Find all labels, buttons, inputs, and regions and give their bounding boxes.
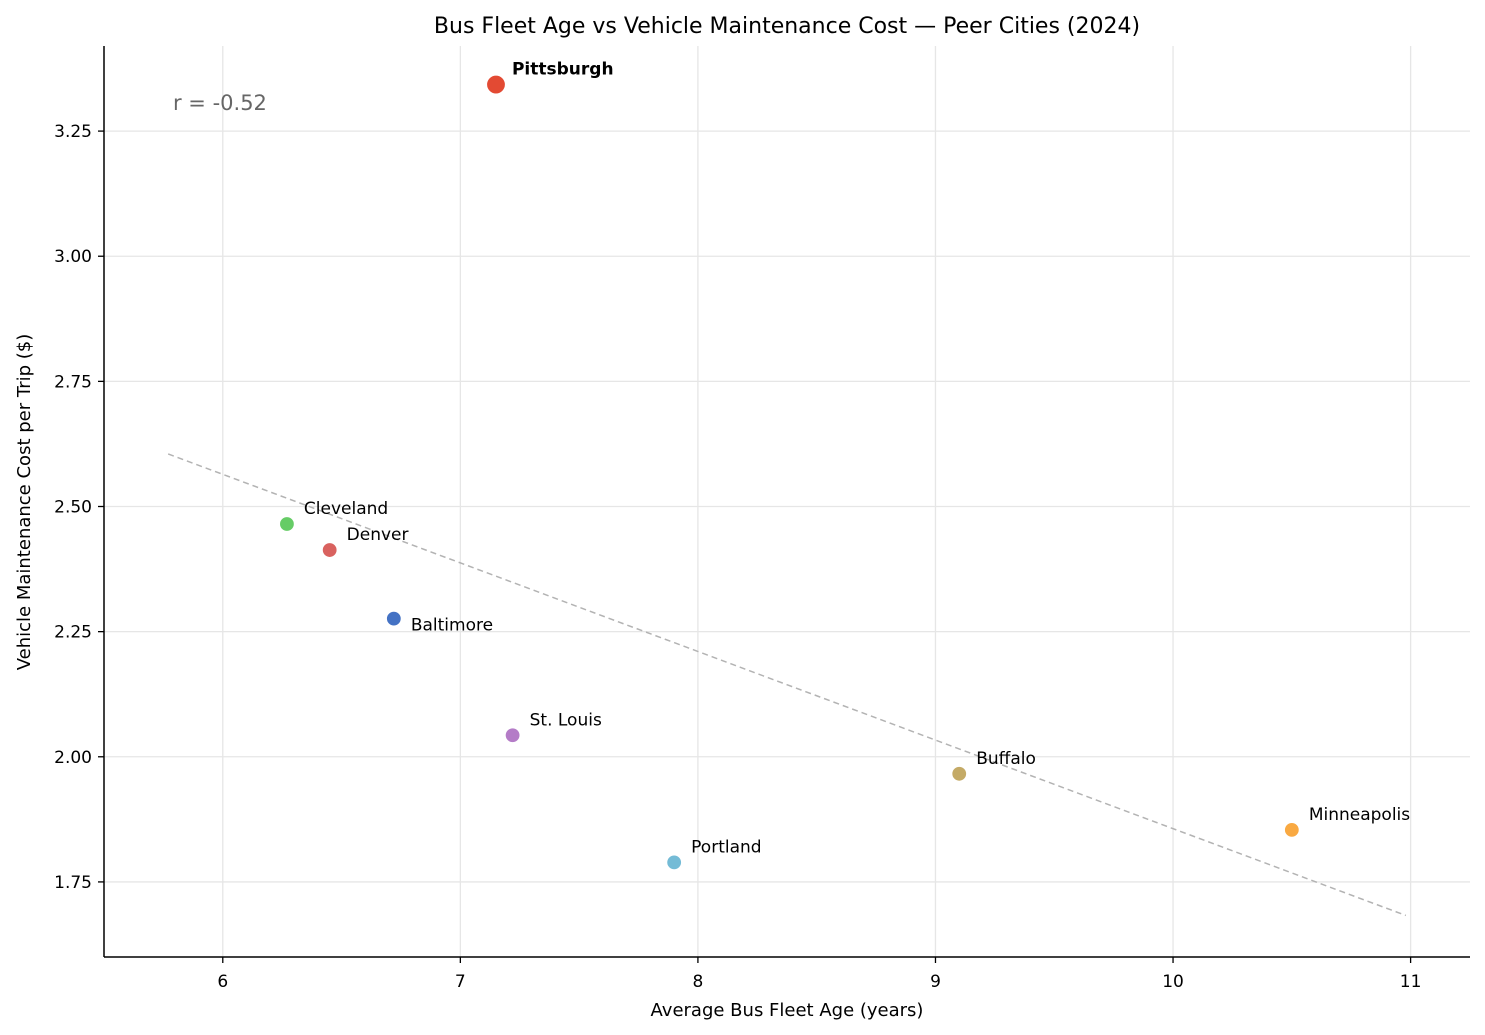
point-buffalo <box>951 765 968 782</box>
axes <box>103 46 1470 958</box>
x-tick-label: 6 <box>217 972 228 992</box>
point-labels: Pittsburgh Cleveland Denver Baltimore St. Lo… <box>304 60 1410 858</box>
y-tick-label: 2.50 <box>54 498 92 518</box>
point-pittsburgh <box>485 74 507 95</box>
y-tick-label: 1.75 <box>54 873 92 893</box>
y-tick-label: 2.00 <box>54 748 92 768</box>
point-portland <box>666 854 683 871</box>
x-tick-label: 7 <box>455 972 466 992</box>
grid <box>104 46 1470 957</box>
point-label: Pittsburgh <box>512 60 614 80</box>
point-label: Buffalo <box>976 749 1036 769</box>
x-tick-label: 8 <box>692 972 703 992</box>
x-tick-label: 9 <box>930 972 941 992</box>
data-points <box>278 74 1300 871</box>
y-tick-label: 2.25 <box>54 623 92 643</box>
x-tick-label: 10 <box>1162 972 1184 992</box>
point-baltimore <box>385 610 402 627</box>
point-label: Portland <box>691 837 761 857</box>
y-tick-label: 3.00 <box>54 247 92 267</box>
point-cleveland <box>278 515 296 533</box>
y-ticks: 1.75 2.00 2.25 2.50 2.75 3.00 3.25 <box>54 122 104 893</box>
x-axis-label: Average Bus Fleet Age (years) <box>651 1000 924 1021</box>
correlation-annotation: r = -0.52 <box>173 91 267 115</box>
point-label: Minneapolis <box>1309 805 1410 825</box>
point-minneapolis <box>1283 821 1300 838</box>
y-tick-label: 2.75 <box>54 372 92 392</box>
point-label: Cleveland <box>304 499 388 519</box>
point-label: Denver <box>347 525 409 545</box>
point-st-louis <box>504 727 521 744</box>
trend-line <box>167 453 1407 917</box>
point-label: Baltimore <box>411 616 493 636</box>
x-tick-label: 11 <box>1400 972 1422 992</box>
x-ticks: 6 7 8 9 10 11 <box>217 957 1421 992</box>
point-denver <box>321 541 338 559</box>
y-axis-label: Vehicle Maintenance Cost per Trip ($) <box>14 334 35 671</box>
chart-title: Bus Fleet Age vs Vehicle Maintenance Cos… <box>434 14 1140 39</box>
y-tick-label: 3.25 <box>54 122 92 142</box>
point-label: St. Louis <box>530 710 602 730</box>
